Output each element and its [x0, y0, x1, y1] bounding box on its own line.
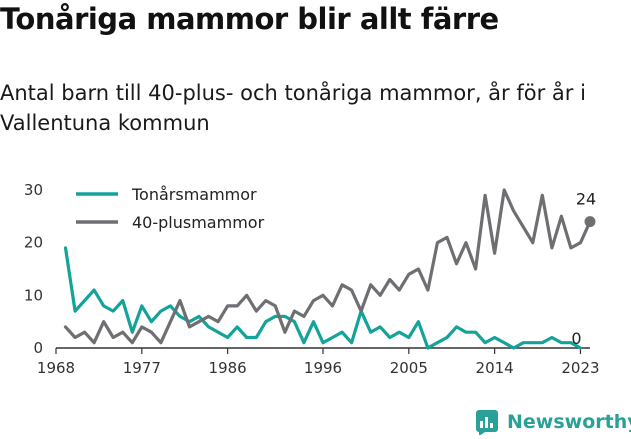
- chart-subtitle: Antal barn till 40-plus- och tonåriga ma…: [0, 81, 586, 135]
- x-tick-label: 2014: [476, 359, 514, 377]
- x-tick-label: 1986: [209, 359, 247, 377]
- end-point-marker: [584, 216, 596, 228]
- forty-plus-end-value-label: 24: [576, 190, 596, 209]
- x-tick-label: 2023: [561, 359, 599, 377]
- legend-label-teen: Tonårsmammor: [131, 185, 257, 204]
- legend-label-forty-plus: 40-plusmammor: [132, 213, 265, 232]
- line-chart: 0 10 20 30 1968 1977 1986 1996 2005 2014 2023 0 24 To…: [24, 181, 600, 377]
- brand-logo: Newsworthy: [475, 408, 631, 436]
- y-tick-label: 20: [24, 234, 43, 252]
- teen-end-value-label: 0: [571, 329, 581, 348]
- x-tick-label: 2005: [390, 359, 428, 377]
- y-tick-label: 0: [33, 339, 43, 357]
- x-tick-label: 1996: [304, 359, 342, 377]
- y-tick-label: 10: [24, 286, 43, 304]
- chart-title: Tonåriga mammor blir allt färre: [0, 2, 499, 36]
- x-tick-label: 1977: [123, 359, 161, 377]
- x-tick-label: 1968: [37, 359, 75, 377]
- newsworthy-logo-icon: [476, 410, 498, 435]
- forty-plus-mothers-line: [63, 188, 592, 345]
- y-tick-label: 30: [24, 181, 43, 199]
- brand-name: Newsworthy: [507, 411, 631, 433]
- teen-mothers-line: [63, 246, 583, 350]
